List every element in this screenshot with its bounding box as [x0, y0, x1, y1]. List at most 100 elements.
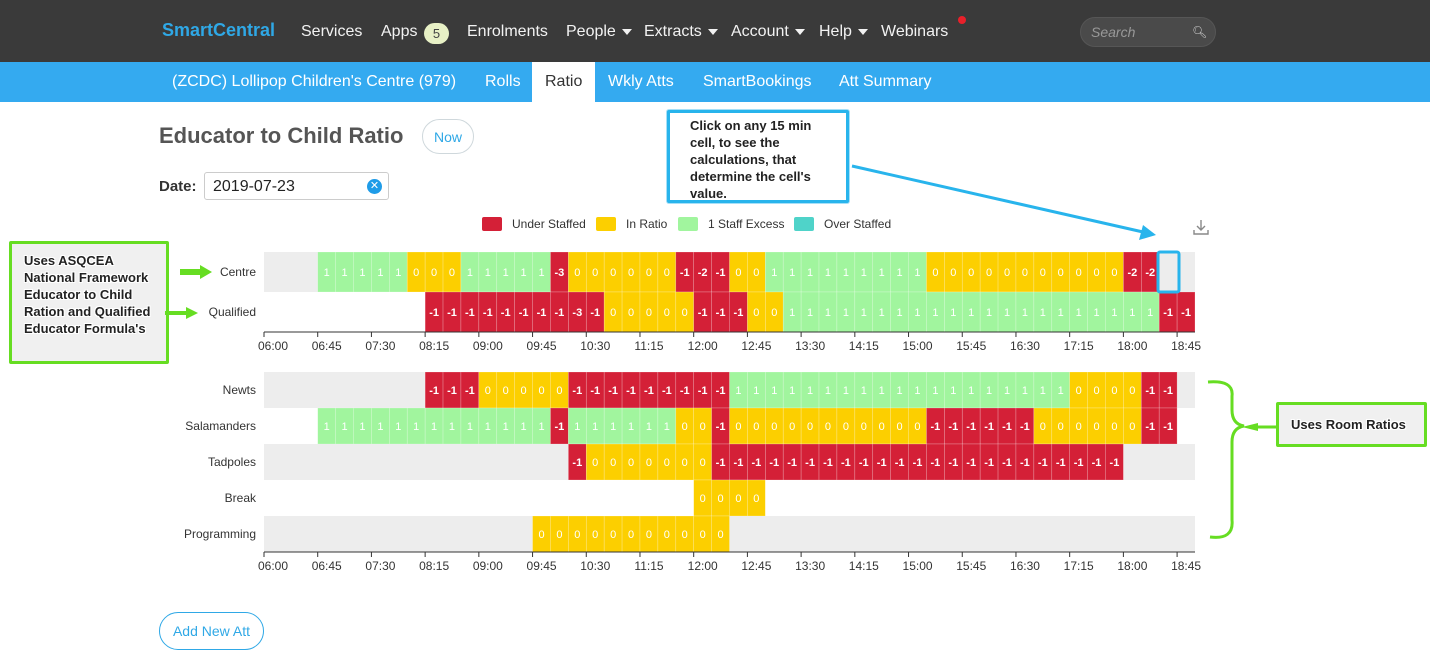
tab-att-summary[interactable]: Att Summary — [839, 73, 932, 90]
heatmap-cell-label: 0 — [610, 267, 616, 279]
x-tick-label: 09:00 — [473, 339, 503, 353]
x-tick-label: 07:30 — [365, 559, 395, 573]
brand-logo[interactable]: SmartCentral — [162, 20, 276, 40]
heatmap-cell-label: 1 — [592, 421, 598, 433]
heatmap-cell-label: 0 — [897, 421, 903, 433]
search-icon[interactable]: 🔍︎ — [1192, 25, 1208, 39]
apps-count-badge: 5 — [424, 23, 449, 44]
heatmap-cell-label: 1 — [431, 421, 437, 433]
heatmap-cell-label: -1 — [1020, 457, 1030, 469]
x-tick-label: 06:00 — [258, 559, 288, 573]
heatmap-cell-label: 1 — [485, 267, 491, 279]
heatmap-cell-label: 0 — [485, 385, 491, 397]
heatmap-cell-label: -1 — [716, 267, 726, 279]
heatmap-cell-label: 0 — [592, 529, 598, 541]
heatmap-cell-label: -1 — [1145, 385, 1155, 397]
heatmap-cell-label: -1 — [1163, 421, 1173, 433]
heatmap-cell-label: 1 — [1076, 307, 1082, 319]
x-tick-label: 15:00 — [903, 559, 933, 573]
heatmap-cell-label: 1 — [843, 267, 849, 279]
clear-date-icon[interactable]: ✕ — [367, 179, 382, 194]
heatmap-cell-label: 0 — [986, 267, 992, 279]
heatmap-cell-label: 1 — [950, 307, 956, 319]
x-tick-label: 12:45 — [741, 339, 771, 353]
heatmap-cell-label: 1 — [861, 307, 867, 319]
notification-dot-icon — [958, 16, 966, 24]
nav-extracts[interactable]: Extracts — [644, 23, 718, 41]
tab-rolls[interactable]: Rolls — [485, 73, 521, 90]
chevron-down-icon — [794, 28, 805, 35]
heatmap-cell-label: 0 — [538, 385, 544, 397]
heatmap-cell-label: 0 — [717, 529, 723, 541]
heatmap-cell-label: 1 — [789, 307, 795, 319]
nav-enrolments[interactable]: Enrolments — [467, 23, 548, 40]
heatmap-cell-label: 0 — [914, 421, 920, 433]
heatmap-cell-label: 0 — [610, 457, 616, 469]
tab-wkly-atts[interactable]: Wkly Atts — [608, 73, 674, 90]
heatmap-cell-label: 1 — [968, 307, 974, 319]
heatmap-cell-label: 1 — [1147, 307, 1153, 319]
heatmap-cell-label: -1 — [769, 457, 779, 469]
heatmap-cell-label: 1 — [879, 385, 885, 397]
heatmap-cell-label: -2 — [1127, 267, 1137, 279]
legend-label: In Ratio — [626, 217, 668, 231]
heatmap-cell-label: 1 — [377, 421, 383, 433]
heatmap-cell-label: 1 — [825, 267, 831, 279]
heatmap-cell-label: 1 — [1129, 307, 1135, 319]
heatmap-cell-label: -1 — [895, 457, 905, 469]
heatmap-cell-label: 1 — [968, 385, 974, 397]
now-button[interactable]: Now — [422, 119, 474, 154]
nav-help[interactable]: Help — [819, 23, 868, 41]
x-tick-label: 08:15 — [419, 559, 449, 573]
heatmap-cell-label: 0 — [735, 267, 741, 279]
nav-apps[interactable]: Apps — [381, 23, 418, 40]
nav-people[interactable]: People — [566, 23, 632, 41]
download-icon[interactable] — [1193, 219, 1209, 236]
heatmap-cell-label: 0 — [628, 457, 634, 469]
heatmap-cell-label: 1 — [771, 267, 777, 279]
heatmap-cell-label: -1 — [1002, 421, 1012, 433]
nav-account[interactable]: Account — [731, 23, 805, 41]
x-tick-label: 14:15 — [849, 339, 879, 353]
heatmap-cell-label: 1 — [395, 267, 401, 279]
heatmap-cell-label: 1 — [521, 421, 527, 433]
heatmap-cell-label: -1 — [1056, 457, 1066, 469]
heatmap-cell-label: -2 — [698, 267, 708, 279]
heatmap-cell-label: 0 — [682, 529, 688, 541]
heatmap-cell-label: 1 — [861, 385, 867, 397]
heatmap-cell-label: -1 — [680, 385, 690, 397]
search-box: 🔍︎ — [1080, 17, 1216, 47]
nav-account-label: Account — [731, 23, 789, 40]
annotation-room-ratios: Uses Room Ratios — [1276, 402, 1427, 447]
x-tick-label: 10:30 — [580, 559, 610, 573]
heatmap-cell-label: -1 — [966, 421, 976, 433]
nav-extracts-label: Extracts — [644, 23, 702, 40]
heatmap-cell-label: 1 — [395, 421, 401, 433]
heatmap-cell-label: 1 — [932, 385, 938, 397]
heatmap-cell-label: 0 — [825, 421, 831, 433]
heatmap-cell-label: -1 — [1002, 457, 1012, 469]
heatmap-cell-label: 1 — [1022, 385, 1028, 397]
annotation-national-framework: Uses ASQCEA National Framework Educator … — [9, 241, 169, 364]
tab-smartbookings[interactable]: SmartBookings — [703, 73, 812, 90]
heatmap-cell-label: 0 — [574, 529, 580, 541]
add-new-att-button[interactable]: Add New Att — [159, 612, 264, 650]
heatmap-cell-label: 0 — [628, 267, 634, 279]
search-input[interactable] — [1091, 24, 1187, 40]
nav-services[interactable]: Services — [301, 23, 363, 40]
tab-ratio[interactable]: Ratio — [532, 62, 595, 102]
date-field[interactable]: 2019-07-23 ✕ — [204, 172, 389, 200]
date-value: 2019-07-23 — [213, 178, 295, 195]
heatmap-cell-label: 1 — [807, 307, 813, 319]
x-tick-label: 06:00 — [258, 339, 288, 353]
heatmap-cell-label: 0 — [753, 421, 759, 433]
heatmap-cell-label: -1 — [519, 307, 529, 319]
nav-webinars[interactable]: Webinars — [881, 23, 949, 40]
heatmap-cell-label: 0 — [431, 267, 437, 279]
heatmap-cell-label: 1 — [861, 267, 867, 279]
heatmap-cell-label: 0 — [610, 307, 616, 319]
heatmap-cell-label: -1 — [751, 457, 761, 469]
heatmap-cell-label: -1 — [1092, 457, 1102, 469]
heatmap-cell-label: 0 — [753, 267, 759, 279]
centre-name-link[interactable]: (ZCDC) Lollipop Children's Centre (979) — [172, 73, 457, 90]
